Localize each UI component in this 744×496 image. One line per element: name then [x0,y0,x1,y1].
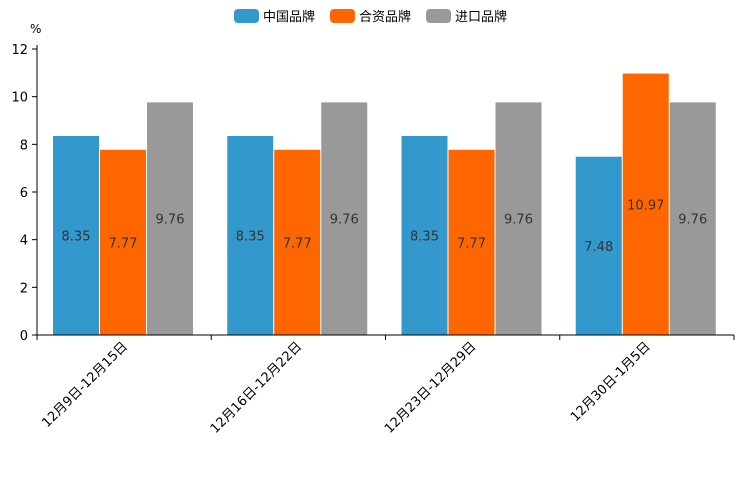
y-tick-label: 8 [20,138,28,153]
y-tick-label: 10 [11,91,28,106]
legend-item-2: 合资品牌 [330,9,411,25]
data-label: 10.97 [627,198,664,213]
bar-2-4 [622,73,669,335]
y-axis-unit-label: % [30,22,41,36]
legend-label: 进口品牌 [455,9,507,25]
data-label: 9.76 [156,213,185,228]
data-label: 7.48 [584,240,613,255]
legend-label: 合资品牌 [359,9,411,25]
bar-3-1 [147,102,193,336]
legend-item-3: 进口品牌 [426,9,507,25]
bar-3-4 [669,102,716,336]
legend: 中国品牌 合资品牌 进口品牌 [234,9,507,25]
bar-2-1 [100,149,146,335]
x-axis: 12月9日-12月15日 12月16日-12月22日 12月23日-12月29日 12… [36,334,735,437]
legend-swatch [234,9,259,23]
legend-item-1: 中国品牌 [234,9,315,25]
y-tick-label: 0 [20,329,28,344]
bar-1-4 [575,156,622,335]
data-label: 9.76 [678,213,707,228]
data-label: 9.76 [330,213,359,228]
legend-swatch [426,9,451,23]
bar-3-3 [495,102,542,336]
x-category-label: 12月16日-12月22日 [208,339,305,436]
bar-3-2 [321,102,368,336]
y-tick-label: 2 [20,281,28,296]
legend-label: 中国品牌 [263,9,315,25]
bar-1-3 [401,135,448,335]
data-label: 7.77 [457,236,486,251]
data-label: 8.35 [62,229,91,244]
data-label: 7.77 [283,236,312,251]
bar-2-3 [448,149,495,335]
data-labels: 8.35 8.35 8.35 7.48 7.77 7.77 7.77 10.97 9.76 9.7… [62,198,708,255]
y-tick-label: 4 [20,234,28,249]
y-tick-label: 12 [11,43,28,58]
data-label: 9.76 [504,213,533,228]
y-tick-label: 6 [20,186,28,201]
x-category-label: 12月9日-12月15日 [39,339,131,431]
bars [53,73,716,336]
bar-1-1 [53,135,99,335]
bar-1-2 [227,135,274,335]
data-label: 7.77 [109,236,138,251]
y-axis: 0 2 4 6 8 10 12 [11,43,38,344]
data-label: 8.35 [236,229,265,244]
x-category-label: 12月23日-12月29日 [382,339,479,436]
data-label: 8.35 [410,229,439,244]
bar-2-2 [274,149,321,335]
x-category-label: 12月30日-1月5日 [568,339,654,425]
legend-swatch [330,9,355,23]
